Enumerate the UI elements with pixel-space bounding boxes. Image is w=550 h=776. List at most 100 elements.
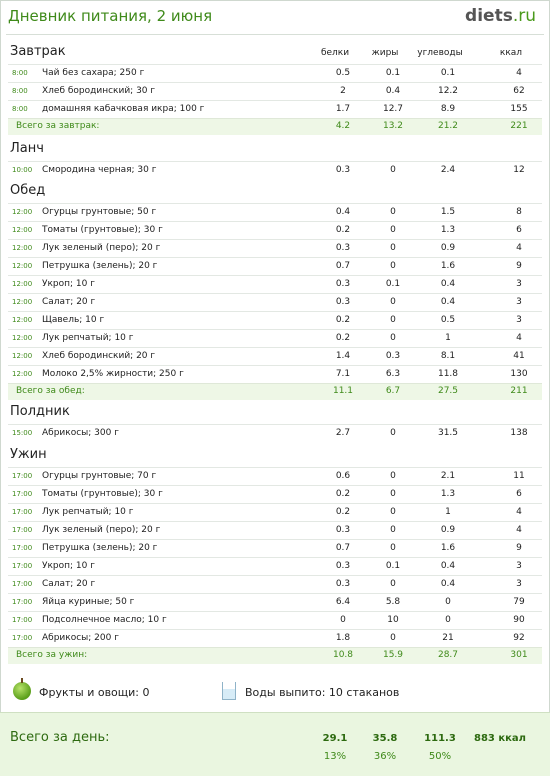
site-logo[interactable]: diets.ru <box>465 6 536 26</box>
row-food[interactable]: Огурцы грунтовые; 50 г <box>42 207 157 217</box>
row-protein: 0.4 <box>335 207 351 217</box>
row-kcal: 3 <box>516 579 522 589</box>
food-row[interactable]: 17:00 Лук зеленый (перо); 20 г 0.3 0 0.9 4 <box>8 521 542 539</box>
row-protein: 0.2 <box>335 333 351 343</box>
row-food[interactable]: Петрушка (зелень); 20 г <box>42 261 158 271</box>
day-total-label: Всего за день: <box>10 730 110 745</box>
row-food[interactable]: Томаты (грунтовые); 30 г <box>42 489 163 499</box>
food-row[interactable]: 8:00 Чай без сахара; 250 г 0.5 0.1 0.1 4 <box>8 64 542 82</box>
row-food[interactable]: Укроп; 10 г <box>42 561 95 571</box>
row-food[interactable]: Лук репчатый; 10 г <box>42 507 134 517</box>
row-fat: 0 <box>390 633 396 643</box>
meal-total-carbs: 28.7 <box>437 650 459 660</box>
food-row[interactable]: 8:00 домашняя кабачковая икра; 100 г 1.7 12… <box>8 100 542 118</box>
row-fat: 0.1 <box>385 561 401 571</box>
day-total: Всего за день: 29.1 35.8 111.3 883 ккал … <box>0 712 550 776</box>
food-row[interactable]: 12:00 Огурцы грунтовые; 50 г 0.4 0 1.5 8 <box>8 203 542 221</box>
row-protein: 6.4 <box>335 597 351 607</box>
row-kcal: 155 <box>510 104 528 114</box>
row-food[interactable]: Хлеб бородинский; 20 г <box>42 351 156 361</box>
meal-heading: Ужин <box>10 447 47 462</box>
row-time: 12:00 <box>12 298 33 306</box>
food-row[interactable]: 12:00 Лук зеленый (перо); 20 г 0.3 0 0.9 4 <box>8 239 542 257</box>
row-food[interactable]: Чай без сахара; 250 г <box>42 68 145 78</box>
row-food[interactable]: Огурцы грунтовые; 70 г <box>42 471 157 481</box>
row-food[interactable]: Абрикосы; 300 г <box>42 428 119 438</box>
row-food[interactable]: Петрушка (зелень); 20 г <box>42 543 158 553</box>
food-row[interactable]: 15:00 Абрикосы; 300 г 2.7 0 31.5 138 <box>8 424 542 442</box>
row-kcal: 130 <box>510 369 528 379</box>
row-food[interactable]: Абрикосы; 200 г <box>42 633 119 643</box>
row-protein: 0 <box>340 615 346 625</box>
meal-heading: Завтрак <box>10 44 66 59</box>
row-food[interactable]: Яйца куриные; 50 г <box>42 597 135 607</box>
food-row[interactable]: 12:00 Хлеб бородинский; 20 г 1.4 0.3 8.1 41 <box>8 347 542 365</box>
meal-total-row: Всего за завтрак: 4.2 13.2 21.2 221 <box>8 118 542 135</box>
row-food[interactable]: Хлеб бородинский; 30 г <box>42 86 156 96</box>
header: Дневник питания, 2 июня diets.ru <box>0 0 550 34</box>
food-row[interactable]: 17:00 Укроп; 10 г 0.3 0.1 0.4 3 <box>8 557 542 575</box>
row-food[interactable]: Лук зеленый (перо); 20 г <box>42 525 161 535</box>
row-time: 12:00 <box>12 334 33 342</box>
row-food[interactable]: домашняя кабачковая икра; 100 г <box>42 104 205 114</box>
food-row[interactable]: 12:00 Щавель; 10 г 0.2 0 0.5 3 <box>8 311 542 329</box>
row-kcal: 4 <box>516 525 522 535</box>
row-food[interactable]: Смородина черная; 30 г <box>42 165 157 175</box>
meal-total-protein: 10.8 <box>332 650 354 660</box>
food-row[interactable]: 17:00 Огурцы грунтовые; 70 г 0.6 0 2.1 11 <box>8 467 542 485</box>
meal-total-label: Всего за ужин: <box>16 650 88 660</box>
food-row[interactable]: 17:00 Подсолнечное масло; 10 г 0 10 0 90 <box>8 611 542 629</box>
food-row[interactable]: 12:00 Лук репчатый; 10 г 0.2 0 1 4 <box>8 329 542 347</box>
row-carbs: 1.3 <box>440 225 456 235</box>
row-kcal: 3 <box>516 561 522 571</box>
row-carbs: 0.4 <box>440 297 456 307</box>
extras-bar: Фрукты и овощи: 0 Воды выпито: 10 стакан… <box>0 678 550 708</box>
row-time: 17:00 <box>12 472 33 480</box>
food-row[interactable]: 12:00 Петрушка (зелень); 20 г 0.7 0 1.6 9 <box>8 257 542 275</box>
food-row[interactable]: 17:00 Абрикосы; 200 г 1.8 0 21 92 <box>8 629 542 647</box>
day-carbs-pct: 50% <box>428 751 452 762</box>
row-food[interactable]: Укроп; 10 г <box>42 279 95 289</box>
food-row[interactable]: 17:00 Яйца куриные; 50 г 6.4 5.8 0 79 <box>8 593 542 611</box>
row-protein: 0.2 <box>335 489 351 499</box>
food-row[interactable]: 10:00 Смородина черная; 30 г 0.3 0 2.4 12 <box>8 161 542 179</box>
meal-total-label: Всего за завтрак: <box>16 121 100 131</box>
row-protein: 0.3 <box>335 561 351 571</box>
food-row[interactable]: 12:00 Томаты (грунтовые); 30 г 0.2 0 1.3 6 <box>8 221 542 239</box>
food-row[interactable]: 17:00 Петрушка (зелень); 20 г 0.7 0 1.6 9 <box>8 539 542 557</box>
row-time: 12:00 <box>12 208 33 216</box>
row-kcal: 6 <box>516 225 522 235</box>
food-row[interactable]: 8:00 Хлеб бородинский; 30 г 2 0.4 12.2 62 <box>8 82 542 100</box>
meal-heading: Полдник <box>10 404 70 419</box>
row-food[interactable]: Молоко 2,5% жирности; 250 г <box>42 369 184 379</box>
row-carbs: 1 <box>445 333 451 343</box>
row-food[interactable]: Подсолнечное масло; 10 г <box>42 615 167 625</box>
food-row[interactable]: 17:00 Томаты (грунтовые); 30 г 0.2 0 1.3 6 <box>8 485 542 503</box>
row-protein: 0.3 <box>335 243 351 253</box>
row-protein: 0.3 <box>335 525 351 535</box>
row-carbs: 0.4 <box>440 561 456 571</box>
col-kcal: ккал <box>499 48 523 58</box>
row-food[interactable]: Щавель; 10 г <box>42 315 105 325</box>
water-counter: Воды выпито: 10 стаканов <box>245 686 400 699</box>
meal-heading: Ланч <box>10 141 44 156</box>
row-food[interactable]: Салат; 20 г <box>42 297 96 307</box>
food-row[interactable]: 12:00 Укроп; 10 г 0.3 0.1 0.4 3 <box>8 275 542 293</box>
row-food[interactable]: Лук репчатый; 10 г <box>42 333 134 343</box>
col-protein: белки <box>320 48 350 58</box>
row-time: 10:00 <box>12 166 33 174</box>
logo-tld: .ru <box>512 6 536 26</box>
food-row[interactable]: 17:00 Салат; 20 г 0.3 0 0.4 3 <box>8 575 542 593</box>
row-carbs: 1 <box>445 507 451 517</box>
row-food[interactable]: Лук зеленый (перо); 20 г <box>42 243 161 253</box>
food-row[interactable]: 12:00 Салат; 20 г 0.3 0 0.4 3 <box>8 293 542 311</box>
row-food[interactable]: Салат; 20 г <box>42 579 96 589</box>
row-kcal: 4 <box>516 333 522 343</box>
row-food[interactable]: Томаты (грунтовые); 30 г <box>42 225 163 235</box>
meal-total-fat: 13.2 <box>382 121 404 131</box>
row-fat: 0 <box>390 315 396 325</box>
food-row[interactable]: 12:00 Молоко 2,5% жирности; 250 г 7.1 6.3 11… <box>8 365 542 383</box>
water-glass-icon <box>222 682 236 700</box>
food-row[interactable]: 17:00 Лук репчатый; 10 г 0.2 0 1 4 <box>8 503 542 521</box>
row-carbs: 1.3 <box>440 489 456 499</box>
